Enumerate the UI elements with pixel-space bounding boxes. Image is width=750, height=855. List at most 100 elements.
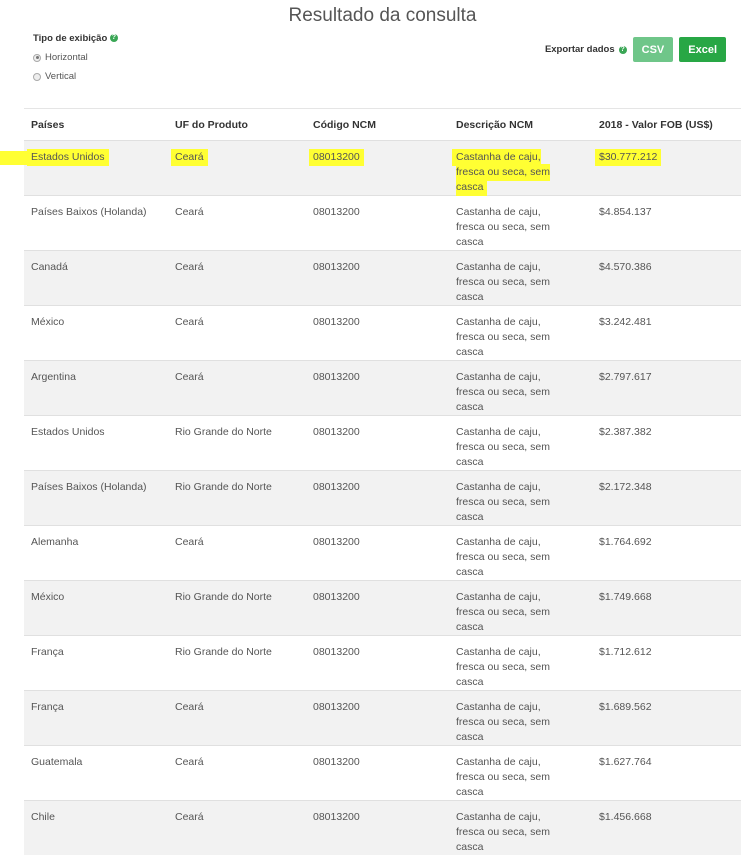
cell-text: $1.689.562 <box>599 701 652 713</box>
cell-text: Ceará <box>175 756 204 768</box>
table-cell: $1.712.612 <box>592 636 741 691</box>
cell-text: $30.777.212 <box>595 149 661 166</box>
table-cell: $2.172.348 <box>592 471 741 526</box>
table-cell: Rio Grande do Norte <box>168 416 306 471</box>
excel-button[interactable]: Excel <box>679 37 726 62</box>
table-row: Guatemala Ceará 08013200 Castanha de caju, … <box>24 746 741 801</box>
table-cell: México <box>24 581 168 636</box>
cell-text: Alemanha <box>31 536 78 548</box>
cell-text: $1.749.668 <box>599 591 652 603</box>
cell-text: $1.764.692 <box>599 536 652 548</box>
cell-text: Estados Unidos <box>27 149 109 166</box>
radio-label: Vertical <box>45 71 76 82</box>
table-cell: Rio Grande do Norte <box>168 636 306 691</box>
cell-text: 08013200 <box>313 756 360 768</box>
cell-text: Castanha de caju, fresca ou seca, sem ca… <box>456 701 550 743</box>
table-cell: Castanha de caju, fresca ou seca, sem ca… <box>449 141 592 196</box>
table-row: França Rio Grande do Norte 08013200 Castanh… <box>24 636 741 691</box>
table-cell: Ceará <box>168 691 306 746</box>
cell-text: $2.172.348 <box>599 481 652 493</box>
table-cell: 08013200 <box>306 691 449 746</box>
cell-text: Ceará <box>175 701 204 713</box>
table-cell: Castanha de caju, fresca ou seca, sem ca… <box>449 471 592 526</box>
table-cell: $4.570.386 <box>592 251 741 306</box>
cell-text: $4.570.386 <box>599 261 652 273</box>
cell-text: Castanha de caju, fresca ou seca, sem ca… <box>456 206 550 248</box>
cell-text: Castanha de caju, fresca ou seca, sem ca… <box>456 261 550 303</box>
csv-button[interactable]: CSV <box>633 37 674 62</box>
radio-icon[interactable] <box>33 54 41 62</box>
cell-text: 08013200 <box>313 206 360 218</box>
cell-text: Castanha de caju, fresca ou seca, sem ca… <box>456 756 550 798</box>
cell-text: Argentina <box>31 371 76 383</box>
table-cell: $3.242.481 <box>592 306 741 361</box>
table-row: Países Baixos (Holanda) Rio Grande do Nor… <box>24 471 741 526</box>
cell-text: Ceará <box>175 261 204 273</box>
table-header: Países UF do Produto Código NCM Descriçã… <box>24 109 741 141</box>
display-type-group: Tipo de exibição ? Horizontal Vertical <box>33 33 118 82</box>
col-header: 2018 - Valor FOB (US$) <box>592 109 741 141</box>
table-row: França Ceará 08013200 Castanha de caju, fre… <box>24 691 741 746</box>
cell-text: $4.854.137 <box>599 206 652 218</box>
cell-text: Castanha de caju, fresca ou seca, sem ca… <box>456 536 550 578</box>
table-cell: França <box>24 691 168 746</box>
table-cell: 08013200 <box>306 581 449 636</box>
page-title: Resultado da consulta <box>0 5 750 27</box>
cell-text: Guatemala <box>31 756 82 768</box>
question-circle-icon[interactable]: ? <box>110 34 118 42</box>
cell-text: Rio Grande do Norte <box>175 426 272 438</box>
table-cell: Países Baixos (Holanda) <box>24 196 168 251</box>
cell-text: Estados Unidos <box>31 426 105 438</box>
radio-icon[interactable] <box>33 73 41 81</box>
col-header: Países <box>24 109 168 141</box>
cell-text: México <box>31 591 64 603</box>
question-circle-icon[interactable]: ? <box>619 46 627 54</box>
cell-text: Países Baixos (Holanda) <box>31 481 147 493</box>
table-cell: 08013200 <box>306 361 449 416</box>
table-cell: Rio Grande do Norte <box>168 471 306 526</box>
table-cell: 08013200 <box>306 471 449 526</box>
table-cell: Castanha de caju, fresca ou seca, sem ca… <box>449 636 592 691</box>
cell-text: França <box>31 646 64 658</box>
export-group: Exportar dados ? CSV Excel <box>545 37 726 62</box>
table-cell: $4.854.137 <box>592 196 741 251</box>
cell-text: Países Baixos (Holanda) <box>31 206 147 218</box>
cell-text: $1.627.764 <box>599 756 652 768</box>
table-cell: 08013200 <box>306 306 449 361</box>
cell-text: Rio Grande do Norte <box>175 591 272 603</box>
cell-text: Ceará <box>175 536 204 548</box>
radio-vertical[interactable]: Vertical <box>33 71 118 82</box>
radio-horizontal[interactable]: Horizontal <box>33 52 118 63</box>
table-cell: Castanha de caju, fresca ou seca, sem ca… <box>449 526 592 581</box>
table-cell: Guatemala <box>24 746 168 801</box>
table-cell: $30.777.212 <box>592 141 741 196</box>
cell-text: Castanha de caju, fresca ou seca, sem ca… <box>456 316 550 358</box>
cell-text: Castanha de caju, fresca ou seca, sem ca… <box>456 591 550 633</box>
table-cell: 08013200 <box>306 746 449 801</box>
table-cell: Ceará <box>168 361 306 416</box>
cell-text: México <box>31 316 64 328</box>
cell-text: 08013200 <box>313 591 360 603</box>
cell-text: 08013200 <box>313 426 360 438</box>
cell-text: Rio Grande do Norte <box>175 481 272 493</box>
cell-text: Castanha de caju, fresca ou seca, sem ca… <box>456 811 550 853</box>
cell-text: França <box>31 701 64 713</box>
table-cell: Castanha de caju, fresca ou seca, sem ca… <box>449 416 592 471</box>
cell-text: Castanha de caju, fresca ou seca, sem ca… <box>456 371 550 413</box>
cell-text: $1.712.612 <box>599 646 652 658</box>
table-cell: $1.456.668 <box>592 801 741 855</box>
cell-text: 08013200 <box>309 149 364 166</box>
table-cell: 08013200 <box>306 526 449 581</box>
cell-text: 08013200 <box>313 646 360 658</box>
table-cell: $1.627.764 <box>592 746 741 801</box>
cell-text: Castanha de caju, fresca ou seca, sem ca… <box>456 426 550 468</box>
table-cell: Castanha de caju, fresca ou seca, sem ca… <box>449 251 592 306</box>
cell-text: 08013200 <box>313 701 360 713</box>
table-cell: 08013200 <box>306 141 449 196</box>
